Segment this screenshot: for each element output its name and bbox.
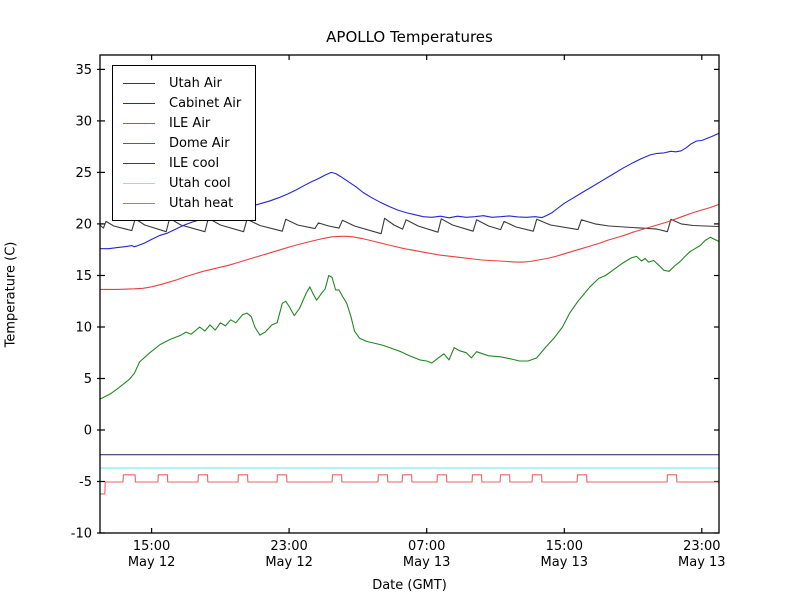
y-tick-label: 35 xyxy=(75,63,92,78)
legend-label: ILE cool xyxy=(169,155,220,171)
x-tick-date-label: May 13 xyxy=(541,555,589,570)
legend-item-cabinet-air: Cabinet Air xyxy=(123,93,241,113)
legend: Utah Air Cabinet Air ILE Air Dome Air ILE co… xyxy=(112,65,257,221)
legend-label: Utah heat xyxy=(169,195,234,211)
legend-line-sample xyxy=(123,202,155,204)
axes-border xyxy=(99,54,720,534)
chart-title: APOLLO Temperatures xyxy=(326,28,493,46)
legend-item-utah-cool: Utah cool xyxy=(123,173,241,193)
legend-label: Utah cool xyxy=(169,175,231,191)
legend-line-sample xyxy=(123,122,155,124)
legend-label: Cabinet Air xyxy=(169,95,242,111)
series-line-utah-air xyxy=(99,217,720,235)
y-tick-label: 20 xyxy=(75,217,92,232)
x-tick-time-label: 15:00 xyxy=(546,539,583,554)
x-tick-date-label: May 13 xyxy=(678,555,726,570)
legend-line-sample xyxy=(123,162,155,164)
series-line-dome-air xyxy=(99,236,720,400)
legend-item-ile-air: ILE Air xyxy=(123,113,241,133)
y-tick-label: 0 xyxy=(84,424,92,439)
y-tick-label: 25 xyxy=(75,166,92,181)
x-tick-time-label: 15:00 xyxy=(133,539,170,554)
x-tick-date-label: May 12 xyxy=(128,555,176,570)
y-tick-label: 15 xyxy=(75,269,92,284)
legend-item-utah-heat: Utah heat xyxy=(123,193,241,213)
x-tick-time-label: 23:00 xyxy=(683,539,720,554)
x-tick-time-label: 23:00 xyxy=(270,539,307,554)
legend-line-sample xyxy=(123,102,155,104)
legend-label: Dome Air xyxy=(169,135,230,151)
legend-line-sample xyxy=(123,82,155,84)
legend-item-dome-air: Dome Air xyxy=(123,133,241,153)
legend-line-sample xyxy=(123,182,155,184)
series-line-ile-air xyxy=(100,203,720,290)
y-tick-label: 30 xyxy=(75,114,92,129)
y-tick-label: -10 xyxy=(71,527,92,542)
y-axis-label: Temperature (C) xyxy=(3,241,19,348)
legend-item-utah-air: Utah Air xyxy=(123,73,241,93)
y-tick-label: -5 xyxy=(79,475,92,490)
x-axis-label: Date (GMT) xyxy=(372,578,447,593)
y-tick-label: 10 xyxy=(75,321,92,336)
legend-item-ile-cool: ILE cool xyxy=(123,153,241,173)
x-tick-date-label: May 12 xyxy=(265,555,313,570)
y-tick-label: 5 xyxy=(84,372,92,387)
series-line-utah-heat xyxy=(100,474,719,495)
legend-label: Utah Air xyxy=(169,75,222,91)
x-tick-date-label: May 13 xyxy=(403,555,451,570)
x-tick-time-label: 07:00 xyxy=(408,539,445,554)
legend-label: ILE Air xyxy=(169,115,211,131)
legend-line-sample xyxy=(123,142,155,144)
